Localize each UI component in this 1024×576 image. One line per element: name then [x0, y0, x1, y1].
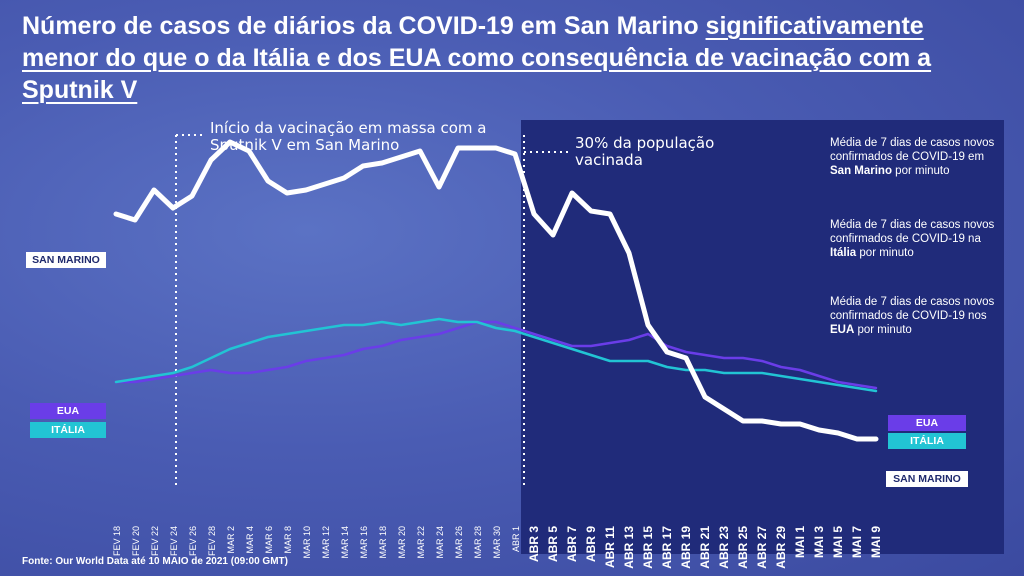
x-tick-label: ABR 11 — [603, 526, 617, 568]
title-part1: Número de casos de diários da COVID-19 e… — [22, 12, 706, 40]
x-tick-label: MAR 8 — [283, 526, 293, 554]
x-tick-label: MAR 18 — [378, 526, 388, 559]
x-tick-label: ABR 5 — [546, 526, 560, 562]
series-line-sanmarino — [113, 139, 879, 442]
title-part2: significativamente menor do que o da Itá… — [22, 12, 932, 104]
x-tick-label: ABR 15 — [641, 526, 655, 569]
x-tick-label: ABR 7 — [565, 526, 579, 562]
x-tick-label: MAR 12 — [321, 526, 331, 559]
x-tick-label: MAR 14 — [340, 526, 350, 559]
x-tick-label: MAR 26 — [454, 526, 464, 559]
legend-italia-bold: Itália — [830, 247, 857, 259]
source-note: Fonte: Our World Data até 10 MAIO de 202… — [22, 556, 288, 567]
tag-san-marino-right: SAN MARINO — [886, 471, 968, 487]
legend-eua-text: Média de 7 dias de casos novos confirmad… — [830, 296, 995, 322]
tag-italia-left: ITÁLIA — [30, 422, 106, 438]
legend-italia-after: por minuto — [856, 247, 914, 259]
x-tick-label: MAI 1 — [793, 526, 807, 558]
legend-italia: Média de 7 dias de casos novos confirmad… — [830, 218, 1000, 260]
x-tick-label: FEV 18 — [112, 526, 122, 556]
x-tick-label: MAR 20 — [397, 526, 407, 559]
tag-eua-right: EUA — [888, 415, 966, 431]
x-tick-label: MAR 30 — [492, 526, 502, 559]
x-tick-label: ABR 13 — [622, 526, 636, 569]
tag-eua-left: EUA — [30, 403, 106, 419]
x-tick-label: MAR 10 — [302, 526, 312, 559]
tag-san-marino-left: SAN MARINO — [26, 252, 106, 268]
x-tick-label: MAR 24 — [435, 526, 445, 559]
legend-eua-bold: EUA — [830, 324, 855, 336]
x-tick-label: ABR 1 — [511, 526, 521, 552]
x-tick-label: MAI 7 — [850, 526, 864, 558]
x-tick-label: ABR 29 — [774, 526, 788, 569]
tag-italia-right: ITÁLIA — [888, 433, 966, 449]
x-tick-label: MAI 3 — [812, 526, 826, 558]
x-tick-label: ABR 21 — [698, 526, 712, 569]
legend-eua: Média de 7 dias de casos novos confirmad… — [830, 295, 1000, 337]
x-tick-label: MAI 5 — [831, 526, 845, 558]
x-tick-label: FEV 26 — [188, 526, 198, 556]
x-tick-label: MAR 16 — [359, 526, 369, 559]
legend-san-marino-bold: San Marino — [830, 165, 892, 177]
x-tick-label: ABR 17 — [660, 526, 674, 569]
x-tick-label: FEV 24 — [169, 526, 179, 556]
legend-eua-after: por minuto — [854, 324, 912, 336]
legend-san-marino-after: por minuto — [891, 165, 950, 177]
x-tick-label: FEV 22 — [150, 526, 160, 556]
x-tick-label: MAR 28 — [473, 526, 483, 559]
x-tick-label: FEV 28 — [207, 526, 217, 556]
legend-san-marino-text: Média de 7 dias de casos novos confirmad… — [830, 137, 995, 163]
x-tick-label: ABR 25 — [736, 526, 750, 569]
vaccination-start-annotation: Início da vacinação em massa com a Sputn… — [210, 119, 487, 154]
x-tick-label: ABR 19 — [679, 526, 693, 569]
series-line-eua — [114, 320, 878, 390]
x-tick-label: ABR 9 — [584, 526, 598, 562]
legend-italia-text: Média de 7 dias de casos novos confirmad… — [830, 219, 995, 245]
x-tick-label: ABR 27 — [755, 526, 769, 569]
highlight-panel — [521, 120, 1004, 554]
legend-san-marino: Média de 7 dias de casos novos confirmad… — [830, 136, 1000, 178]
x-tick-label: MAR 2 — [226, 526, 236, 554]
thirty-percent-annotation: 30% da população vacinada — [575, 134, 715, 169]
x-tick-label: MAI 9 — [869, 526, 883, 558]
x-tick-label: MAR 4 — [245, 526, 255, 554]
x-tick-label: ABR 3 — [527, 526, 541, 562]
page-title: Número de casos de diários da COVID-19 e… — [22, 10, 1002, 106]
x-tick-label: ABR 23 — [717, 526, 731, 569]
x-tick-label: MAR 6 — [264, 526, 274, 554]
x-tick-label: FEV 20 — [131, 526, 141, 556]
series-line-itlia — [114, 317, 878, 393]
x-tick-label: MAR 22 — [416, 526, 426, 559]
